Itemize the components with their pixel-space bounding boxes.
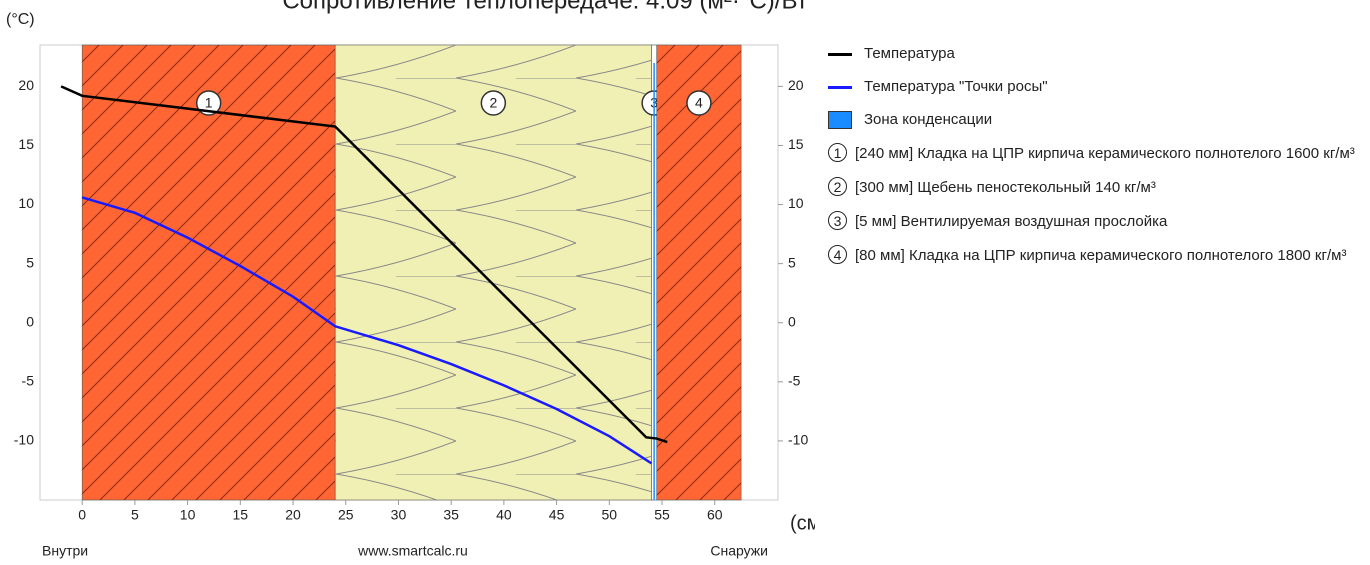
y2-tick-label: 15: [788, 136, 804, 152]
y-tick-label: 15: [18, 136, 34, 152]
y-tick-label: -5: [22, 373, 35, 389]
legend-item: Зона конденсации: [828, 110, 1363, 130]
x-tick-label: 30: [391, 507, 407, 523]
y2-tick-label: -10: [788, 432, 808, 448]
x-tick-label: 50: [602, 507, 618, 523]
legend-label: Температура "Точки росы": [864, 77, 1048, 97]
y2-tick-label: -5: [788, 373, 801, 389]
layer-legend-item: 2 [300 мм] Щебень пеностекольный 140 кг/м…: [828, 177, 1363, 198]
y-tick-label: 20: [18, 77, 34, 93]
y-tick-label: 5: [26, 254, 34, 270]
layer-description: [300 мм] Щебень пеностекольный 140 кг/м³: [855, 179, 1156, 196]
x-tick-label: 10: [180, 507, 196, 523]
y2-tick-label: 5: [788, 254, 796, 270]
layer-number: 2: [489, 95, 497, 111]
y2-tick-label: 20: [788, 77, 804, 93]
layer-number: 1: [828, 143, 847, 162]
layer-number: 3: [828, 211, 847, 230]
legend-swatch: [828, 53, 852, 56]
y-tick-label: -10: [14, 432, 34, 448]
x-tick-label: 20: [285, 507, 301, 523]
x-tick-label: 15: [233, 507, 249, 523]
x-tick-label: 25: [338, 507, 354, 523]
layer-number: 2: [828, 177, 847, 196]
legend-item: Температура: [828, 44, 1363, 64]
x-tick-label: 60: [707, 507, 723, 523]
layer-legend-item: 1 [240 мм] Кладка на ЦПР кирпича керамиче…: [828, 143, 1363, 164]
layer-number: 4: [695, 95, 703, 111]
x-tick-label: 35: [443, 507, 459, 523]
layer-legend-item: 4 [80 мм] Кладка на ЦПР кирпича керамичес…: [828, 245, 1363, 266]
layer-number: 1: [205, 95, 213, 111]
layer-description: [240 мм] Кладка на ЦПР кирпича керамичес…: [855, 145, 1355, 162]
outside-label: Снаружи: [710, 543, 768, 559]
legend: Температура Температура "Точки росы" Зона …: [828, 44, 1363, 279]
y-tick-label: 10: [18, 195, 34, 211]
x-tick-label: 5: [131, 507, 139, 523]
y-axis-label: (°C): [6, 11, 35, 28]
legend-label: Зона конденсации: [864, 110, 992, 130]
y-tick-label: 0: [26, 313, 34, 329]
x-tick-label: 55: [654, 507, 670, 523]
y2-tick-label: 0: [788, 313, 796, 329]
layer-number: 4: [828, 245, 847, 264]
x-axis-label: (см): [790, 512, 815, 534]
source: www.smartcalc.ru: [357, 543, 468, 559]
inside-label: Внутри: [42, 543, 88, 559]
x-tick-label: 45: [549, 507, 565, 523]
legend-swatch: [828, 111, 852, 129]
y2-tick-label: 10: [788, 195, 804, 211]
chart: Сопротивление теплопередаче: 4.09 (м²·°C…: [0, 0, 815, 565]
x-tick-label: 0: [78, 507, 86, 523]
legend-label: Температура: [864, 44, 955, 64]
legend-item: Температура "Точки росы": [828, 77, 1363, 97]
layer-legend-item: 3 [5 мм] Вентилируемая воздушная прослойк…: [828, 211, 1363, 232]
chart-title: Сопротивление теплопередаче: 4.09 (м²·°C…: [282, 0, 807, 14]
layer-description: [80 мм] Кладка на ЦПР кирпича керамическ…: [855, 247, 1346, 264]
legend-swatch: [828, 86, 852, 89]
layer-description: [5 мм] Вентилируемая воздушная прослойка: [855, 213, 1167, 230]
x-tick-label: 40: [496, 507, 512, 523]
